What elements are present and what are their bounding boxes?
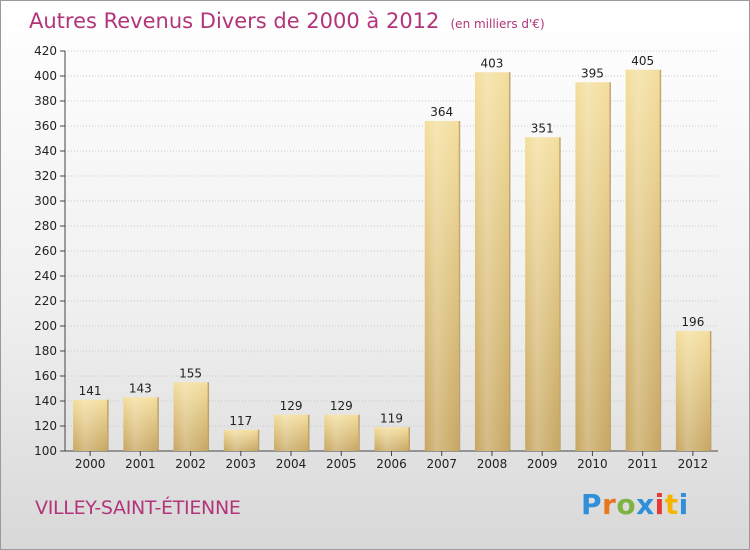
y-tick-label: 160 (34, 369, 57, 383)
logo-letter: P (581, 488, 603, 521)
bar-highlight (474, 72, 509, 451)
bar-value-label: 117 (229, 414, 252, 428)
x-tick-label: 2003 (226, 457, 257, 471)
bar-highlight (525, 137, 560, 451)
x-tick-label: 2001 (125, 457, 156, 471)
bar-highlight (324, 414, 359, 451)
bar-edge (207, 382, 210, 451)
y-tick-label: 240 (34, 269, 57, 283)
proxiti-logo: Proxiti (581, 488, 689, 521)
bar-edge (709, 331, 712, 451)
bar-value-label: 351 (531, 121, 554, 135)
bar-highlight (123, 397, 158, 451)
y-tick-label: 320 (34, 169, 57, 183)
bar-value-label: 405 (631, 54, 654, 68)
bar-value-label: 143 (129, 381, 152, 395)
y-tick-label: 300 (34, 194, 57, 208)
y-tick-label: 280 (34, 219, 57, 233)
logo-letter: i (654, 488, 665, 521)
bar-value-label: 196 (681, 315, 704, 329)
bar-value-label: 364 (430, 105, 453, 119)
bar-value-label: 395 (581, 66, 604, 80)
x-tick-label: 2000 (75, 457, 106, 471)
bar-edge (308, 414, 310, 451)
chart-unit-note: (en milliers d'€) (450, 17, 545, 31)
logo-letter: x (636, 488, 655, 521)
x-tick-label: 2002 (175, 457, 206, 471)
bar-edge (508, 72, 511, 451)
chart-title: Autres Revenus Divers de 2000 à 2012 (en… (29, 9, 545, 33)
bar-highlight (625, 69, 660, 451)
bar-highlight (173, 382, 208, 451)
x-tick-label: 2006 (376, 457, 407, 471)
chart-title-text: Autres Revenus Divers de 2000 à 2012 (29, 9, 440, 33)
y-tick-label: 360 (34, 119, 57, 133)
y-tick-label: 140 (34, 394, 57, 408)
y-tick-label: 380 (34, 94, 57, 108)
bar-value-label: 119 (380, 411, 403, 425)
bar-highlight (274, 414, 309, 451)
bar-value-label: 155 (179, 366, 202, 380)
bar-highlight (424, 121, 459, 451)
bar-edge (358, 414, 360, 451)
y-tick-label: 220 (34, 294, 57, 308)
x-tick-label: 2008 (477, 457, 508, 471)
x-tick-label: 2012 (678, 457, 709, 471)
bar-edge (559, 137, 561, 451)
y-tick-label: 260 (34, 244, 57, 258)
logo-letter: i (678, 488, 689, 521)
bar-edge (408, 427, 410, 451)
bar-highlight (73, 399, 108, 451)
y-tick-label: 200 (34, 319, 57, 333)
bar-edge (659, 69, 662, 451)
bar-edge (157, 397, 159, 451)
bar-value-label: 403 (481, 56, 504, 70)
x-tick-label: 2007 (426, 457, 457, 471)
y-tick-label: 420 (34, 44, 57, 58)
x-tick-label: 2011 (627, 457, 658, 471)
bar-highlight (675, 331, 710, 451)
bar-value-label: 129 (280, 399, 303, 413)
bar-edge (107, 399, 109, 451)
bar-edge (458, 121, 461, 451)
x-tick-label: 2004 (276, 457, 307, 471)
bar-edge (257, 429, 260, 451)
bar-highlight (223, 429, 258, 451)
bar-value-label: 141 (79, 384, 102, 398)
logo-letter: o (616, 488, 637, 521)
bar-highlight (575, 82, 610, 451)
x-tick-label: 2005 (326, 457, 357, 471)
y-tick-label: 400 (34, 69, 57, 83)
bar-edge (609, 82, 611, 451)
logo-letter: t (664, 488, 679, 521)
bar-highlight (374, 427, 409, 451)
logo-letter: r (602, 488, 617, 521)
y-tick-label: 100 (34, 444, 57, 458)
x-tick-label: 2009 (527, 457, 558, 471)
y-tick-label: 180 (34, 344, 57, 358)
commune-name: VILLEY-SAINT-ÉTIENNE (35, 497, 241, 519)
x-tick-label: 2010 (577, 457, 608, 471)
bar-value-label: 129 (330, 399, 353, 413)
y-tick-label: 120 (34, 419, 57, 433)
y-tick-label: 340 (34, 144, 57, 158)
